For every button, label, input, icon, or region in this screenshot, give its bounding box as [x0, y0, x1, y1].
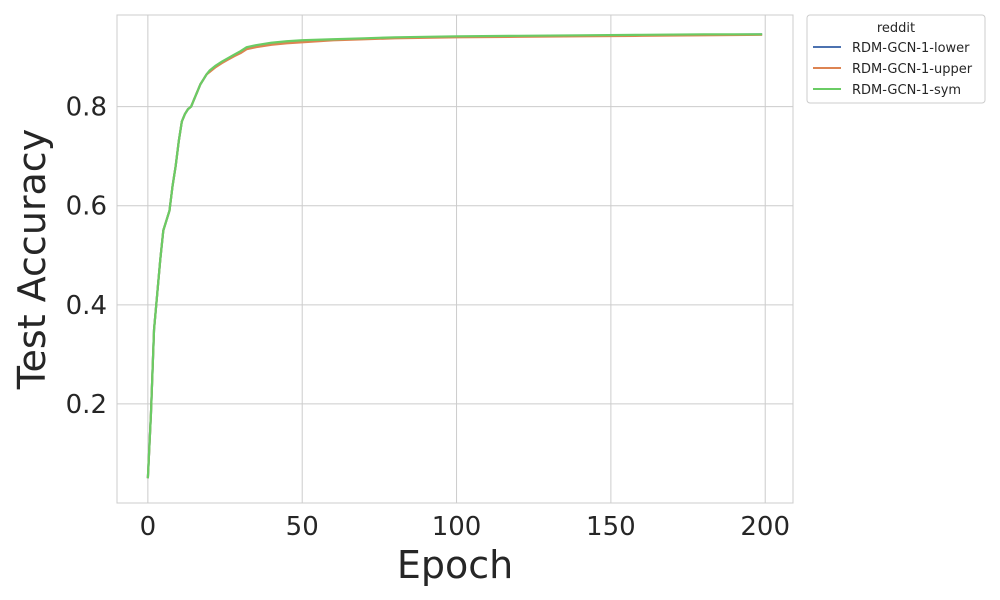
y-axis-label: Test Accuracy [10, 129, 54, 390]
plot-frame [116, 14, 794, 504]
series-lines [146, 33, 763, 479]
legend-label: RDM-GCN-1-upper [852, 62, 973, 77]
legend-label: RDM-GCN-1-lower [852, 41, 970, 56]
tick-labels: 0 50 100 150 200 0.2 0.4 0.6 0.8 [66, 93, 790, 542]
grid-lines [117, 15, 793, 503]
legend-box [806, 14, 986, 104]
y-tick-label: 0.2 [66, 390, 107, 420]
legend: reddit RDM-GCN-1-lowerRDM-GCN-1-upperRDM… [806, 14, 986, 104]
x-tick-label: 200 [740, 512, 790, 542]
y-tick-label: 0.6 [66, 192, 107, 222]
legend-label: RDM-GCN-1-sym [852, 83, 961, 98]
legend-title: reddit [877, 21, 915, 36]
x-tick-label: 100 [432, 512, 482, 542]
plot-background [117, 15, 793, 503]
x-tick-label: 50 [286, 512, 319, 542]
x-tick-label: 150 [586, 512, 636, 542]
series-line-rdm-gcn-1-sym [146, 33, 763, 479]
x-axis-label: Epoch [397, 543, 513, 587]
y-tick-label: 0.8 [66, 93, 107, 123]
legend-entries: RDM-GCN-1-lower RDM-GCN-1-upper RDM-GCN-1-… [813, 41, 973, 98]
x-tick-label: 0 [140, 512, 157, 542]
y-tick-label: 0.4 [66, 291, 107, 321]
